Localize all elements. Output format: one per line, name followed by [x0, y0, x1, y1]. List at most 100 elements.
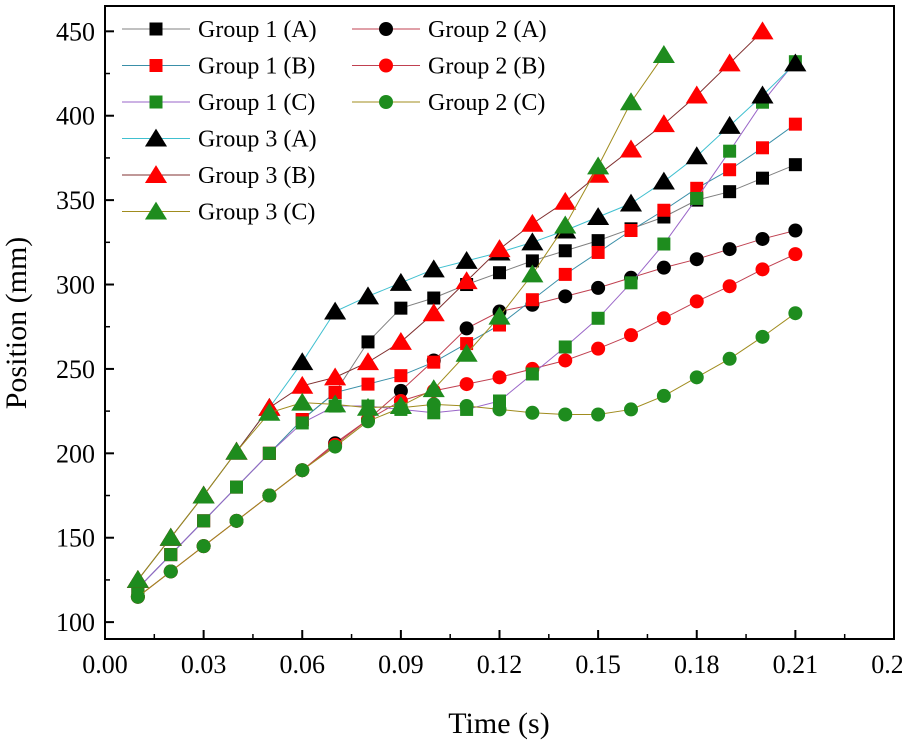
data-point [722, 351, 737, 366]
data-point [328, 386, 342, 400]
data-point [328, 439, 343, 454]
legend-entry: Group 2 (B) [352, 54, 545, 80]
data-point [126, 570, 149, 588]
x-tick-label: 0.18 [674, 650, 720, 679]
legend-entry: Group 1 (C) [122, 90, 315, 116]
legend-marker [149, 22, 163, 36]
data-point [689, 252, 704, 267]
data-point [262, 488, 277, 503]
legend-entry: Group 1 (B) [122, 54, 315, 80]
data-point [624, 224, 638, 238]
legend-marker [144, 201, 168, 220]
data-point [689, 294, 704, 309]
data-point [722, 242, 737, 257]
data-point [225, 441, 248, 460]
data-point [324, 301, 347, 320]
y-tick-label: 100 [56, 608, 95, 637]
data-point [755, 231, 770, 246]
data-point [591, 311, 605, 325]
y-tick-label: 400 [56, 102, 95, 131]
data-point [558, 289, 573, 304]
data-point [751, 85, 774, 104]
y-axis-title: Position (mm) [0, 237, 33, 410]
data-point [130, 589, 145, 604]
legend-label: Group 3 (B) [198, 163, 315, 189]
data-point [389, 331, 412, 350]
y-tick-label: 250 [56, 355, 95, 384]
data-point [422, 303, 445, 322]
legend-label: Group 3 (A) [198, 127, 317, 153]
data-point [426, 397, 441, 412]
data-point [521, 232, 544, 251]
x-tick-label: 0.21 [773, 650, 819, 679]
data-point [723, 144, 737, 158]
legend-entry: Group 3 (C) [122, 200, 315, 226]
data-point [624, 328, 638, 343]
data-point [459, 377, 474, 392]
data-point [718, 53, 741, 72]
data-point [788, 247, 803, 262]
data-point [624, 276, 638, 290]
data-point [554, 191, 577, 210]
x-tick-label: 0.12 [477, 650, 523, 679]
data-point [427, 291, 441, 305]
data-point [619, 193, 643, 212]
data-point [525, 405, 540, 420]
data-point [723, 185, 737, 199]
data-point [361, 335, 375, 349]
data-point [591, 245, 605, 259]
data-point [459, 399, 474, 414]
data-point [525, 254, 539, 268]
legend-marker [379, 58, 393, 73]
x-tick-label: 0.03 [181, 650, 227, 679]
data-point [690, 181, 704, 195]
data-point [389, 272, 412, 291]
data-point [455, 343, 478, 362]
data-point [656, 311, 671, 326]
x-tick-label: 0.15 [575, 650, 621, 679]
data-point [459, 321, 474, 336]
data-point [656, 260, 671, 275]
data-point [619, 139, 643, 158]
data-point [558, 267, 572, 281]
legend-label: Group 1 (C) [198, 90, 315, 116]
legend-marker [379, 22, 393, 36]
legend-marker [144, 128, 168, 147]
legend-marker [149, 95, 163, 109]
legend-marker [144, 165, 168, 183]
data-point [558, 340, 572, 354]
data-point [755, 329, 770, 344]
legend-label: Group 2 (C) [428, 90, 545, 116]
data-point [356, 286, 380, 305]
legend-marker [149, 59, 163, 72]
data-point [788, 223, 803, 238]
data-point [291, 352, 314, 371]
data-point [591, 341, 606, 356]
data-point [324, 394, 347, 413]
x-tick-label: 0.09 [378, 650, 424, 679]
x-tick-label: 0.24 [871, 650, 902, 679]
data-point [525, 293, 539, 307]
data-point [258, 402, 281, 421]
data-point [722, 279, 737, 294]
legend-marker [379, 95, 393, 109]
data-point [689, 370, 704, 385]
data-point [685, 85, 708, 104]
data-point [427, 355, 441, 369]
legend-entry: Group 3 (B) [122, 163, 315, 189]
x-axis-title: Time (s) [448, 707, 549, 740]
data-point [192, 485, 215, 504]
data-point [657, 237, 671, 251]
data-point [422, 379, 445, 398]
legend-entry: Group 2 (C) [352, 90, 545, 116]
data-point [525, 367, 539, 381]
y-tick-label: 450 [56, 17, 95, 46]
data-point [229, 513, 244, 528]
legend-entry: Group 2 (A) [352, 17, 547, 43]
data-point [197, 514, 211, 528]
legend-label: Group 2 (A) [428, 17, 547, 43]
data-point [492, 370, 507, 385]
data-point [652, 45, 675, 63]
data-point [356, 352, 380, 371]
data-point [788, 117, 802, 131]
